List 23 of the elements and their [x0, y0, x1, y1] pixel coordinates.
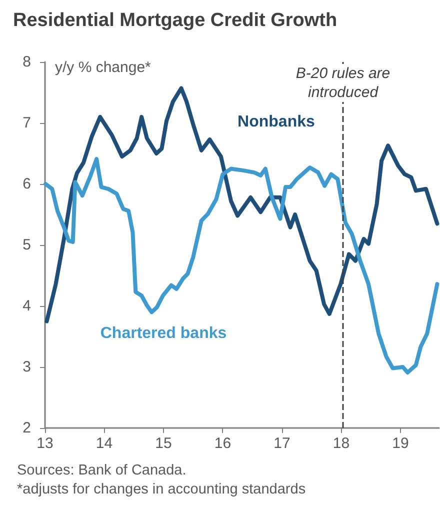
x-tick-label: 15	[155, 435, 172, 452]
y-axis-title: y/y % change*	[55, 59, 152, 76]
series-label: Nonbanks	[238, 113, 315, 130]
series-label: Chartered banks	[100, 324, 227, 342]
x-tick-label: 18	[332, 435, 350, 452]
line-series	[44, 86, 440, 324]
x-tick-label: 17	[274, 435, 290, 452]
x-tick-label: 14	[96, 435, 113, 452]
x-tick-label: 16	[214, 435, 232, 452]
ref-line-label: B-20 rules are introduced	[296, 65, 390, 101]
y-tick-label: 8	[22, 54, 31, 70]
x-tick-label: 19	[392, 435, 409, 452]
text: *adjusts for changes in accounting standards	[17, 482, 306, 498]
y-tick-label: 6	[22, 176, 31, 192]
y-tick-label: 2	[22, 420, 31, 436]
chart-title: Residential Mortgage Credit Growth	[13, 10, 338, 31]
line-series	[44, 156, 440, 374]
x-tick-label: 13	[36, 435, 54, 452]
source-note: Sources: Bank of Canada.	[17, 462, 186, 478]
y-tick-label: 3	[22, 358, 31, 376]
y-tick-label: 7	[22, 114, 31, 132]
y-tick-label: 4	[22, 298, 31, 314]
y-tick-label: 5	[22, 236, 31, 254]
